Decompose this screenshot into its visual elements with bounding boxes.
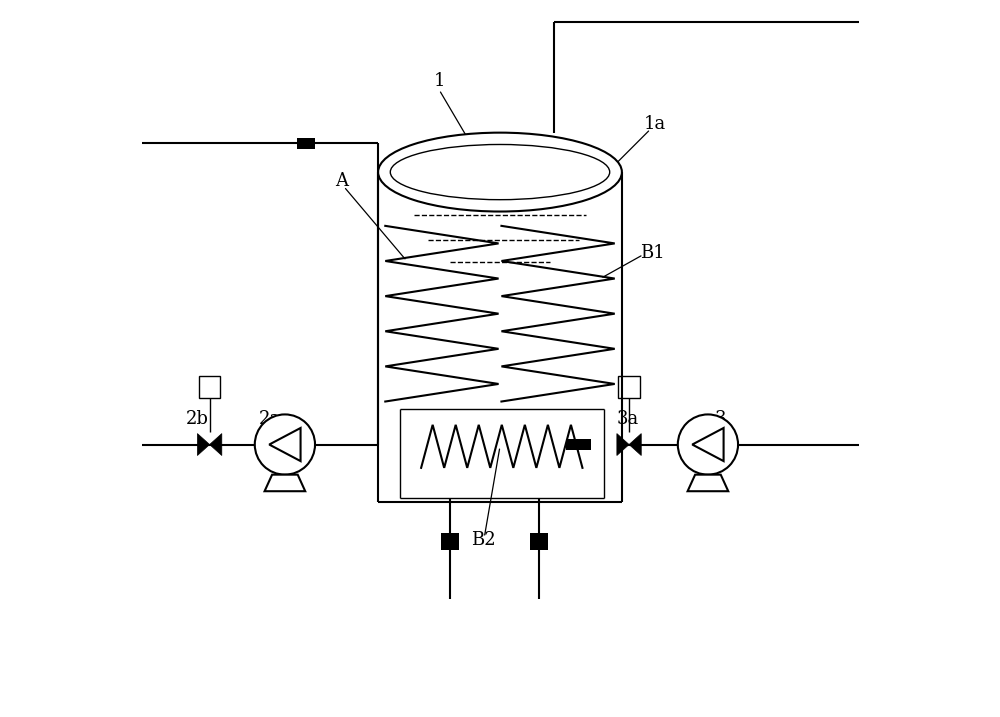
Text: B2: B2	[471, 531, 496, 549]
Text: A: A	[335, 172, 348, 191]
Bar	[441, 533, 459, 550]
Circle shape	[255, 414, 315, 475]
Polygon shape	[629, 434, 641, 455]
Bar	[530, 533, 548, 550]
Text: 2a: 2a	[258, 410, 280, 429]
Polygon shape	[617, 434, 629, 455]
Text: 1: 1	[434, 72, 446, 90]
Polygon shape	[210, 434, 222, 455]
Polygon shape	[692, 428, 724, 461]
Bar	[199, 376, 220, 398]
Polygon shape	[269, 428, 301, 461]
Polygon shape	[688, 475, 728, 491]
Bar	[297, 138, 315, 149]
Bar	[618, 376, 640, 398]
Circle shape	[678, 414, 738, 475]
Text: B1: B1	[640, 244, 665, 262]
Ellipse shape	[378, 133, 622, 212]
Text: 3a: 3a	[616, 410, 638, 429]
Polygon shape	[197, 434, 210, 455]
Text: 1a: 1a	[643, 115, 666, 133]
Text: 2b: 2b	[186, 410, 209, 429]
Bar	[566, 439, 591, 450]
Polygon shape	[265, 475, 305, 491]
Text: 3: 3	[715, 410, 727, 429]
